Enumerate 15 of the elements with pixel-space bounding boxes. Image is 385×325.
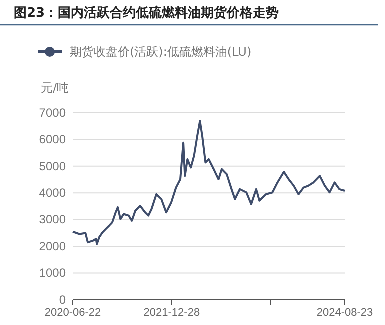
chart-title: 图23：国内活跃合约低硫燃料油期货价格走势 xyxy=(14,5,280,21)
y-tick-label: 3000 xyxy=(39,212,66,227)
y-tick-label: 4000 xyxy=(39,186,66,200)
y-tick-label: 0 xyxy=(59,292,66,307)
y-axis-title: 元/吨 xyxy=(40,81,70,95)
x-tick-label: 2020-06-22 xyxy=(44,306,102,319)
line-series xyxy=(72,120,346,246)
x-tick-label: 2021-12-28 xyxy=(144,306,200,319)
y-tick-label: 1000 xyxy=(39,266,66,280)
legend-label: 期货收盘价(活跃):低硫燃料油(LU) xyxy=(70,45,252,60)
x-tick-label: 2024-08-23 xyxy=(316,306,374,319)
y-tick-label: 6000 xyxy=(39,132,66,147)
y-tick-label: 5000 xyxy=(39,159,66,174)
y-tick-label: 7000 xyxy=(39,106,66,120)
y-tick-label: 2000 xyxy=(39,239,66,254)
